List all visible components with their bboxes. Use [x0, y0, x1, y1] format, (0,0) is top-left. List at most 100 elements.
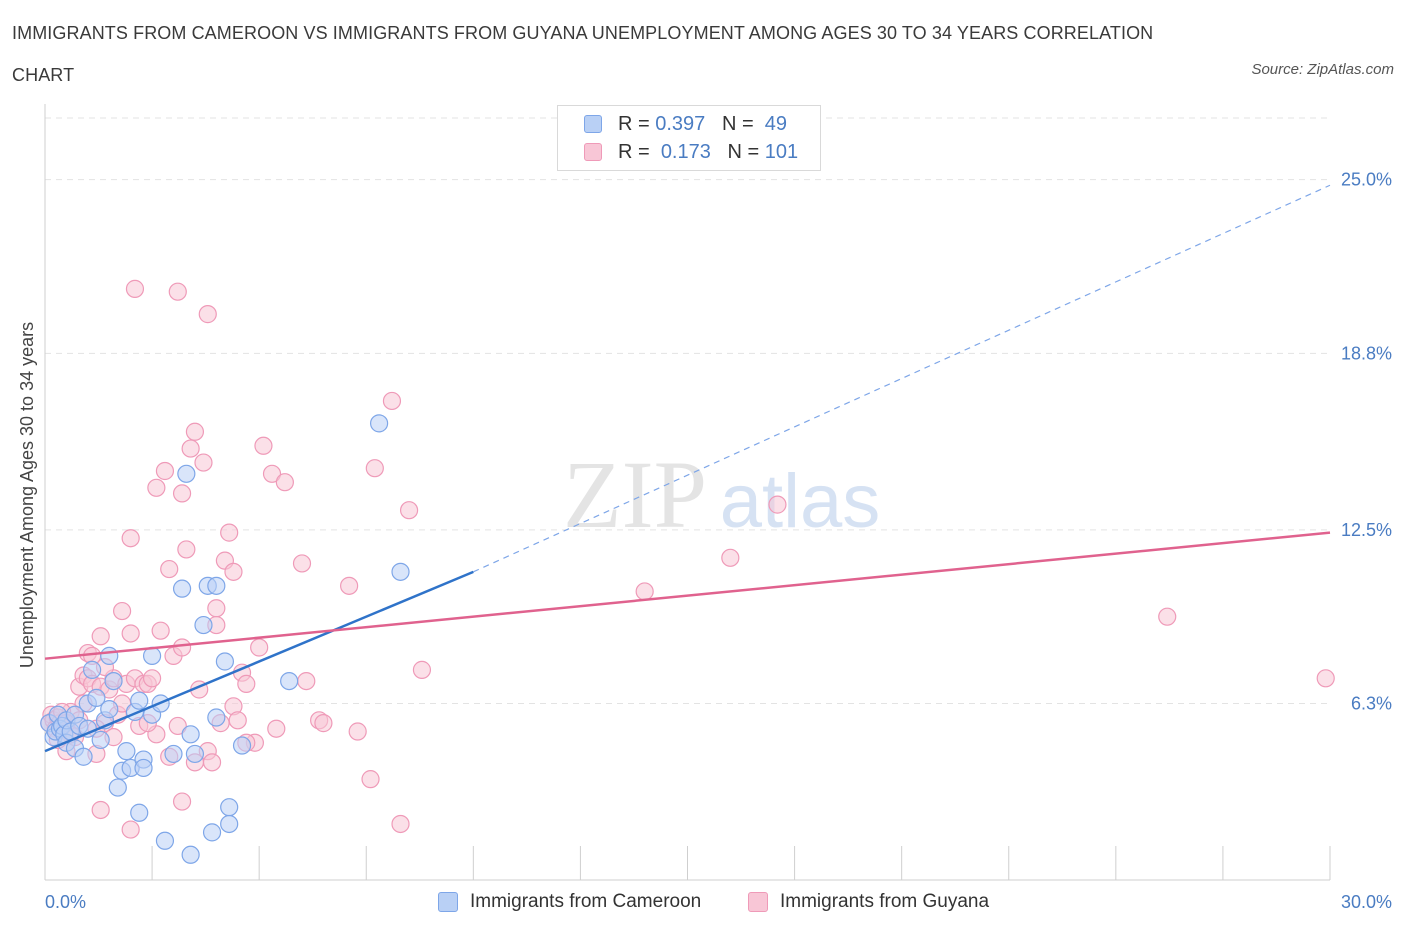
- cameroon-point: [100, 700, 119, 719]
- guyana-points: [40, 279, 1335, 839]
- guyana-point: [155, 461, 175, 481]
- y-axis-label: Unemployment Among Ages 30 to 34 years: [17, 322, 37, 668]
- guyana-point: [391, 814, 410, 834]
- correlation-legend: R = 0.397 N = 49 R = 0.173 N = 101: [557, 105, 821, 171]
- y-tick-label: 6.3%: [1351, 694, 1392, 714]
- cameroon-point: [194, 615, 213, 635]
- cameroon-point: [207, 576, 226, 595]
- guyana-point: [267, 719, 286, 738]
- guyana-point: [151, 621, 170, 640]
- guyana-point: [121, 529, 140, 548]
- legend-r-label: R =: [618, 141, 650, 163]
- cameroon-point: [391, 562, 410, 581]
- chart-title-line-1: IMMIGRANTS FROM CAMEROON VS IMMIGRANTS F…: [12, 23, 1154, 43]
- guyana-trend-line: [44, 531, 1331, 660]
- legend-n-label: N =: [721, 113, 754, 135]
- cameroon-point: [215, 652, 234, 671]
- guyana-point: [172, 484, 192, 503]
- bottom-legend-swatch-guyana: [748, 892, 768, 912]
- cameroon-points: [40, 414, 410, 864]
- cameroon-point: [280, 671, 299, 691]
- guyana-point: [91, 800, 110, 820]
- guyana-point: [172, 792, 192, 811]
- guyana-point: [1158, 607, 1177, 626]
- guyana-point: [275, 473, 294, 492]
- cameroon-point: [181, 845, 200, 864]
- guyana-point: [125, 279, 145, 298]
- trend-lines: [44, 184, 1331, 753]
- guyana-point: [340, 576, 359, 595]
- guyana-point: [112, 601, 132, 621]
- guyana-point: [121, 624, 140, 643]
- x-tick-label-min: 0.0%: [45, 892, 86, 912]
- guyana-point: [721, 548, 740, 567]
- guyana-point: [262, 464, 282, 483]
- tick-labels: 6.3% 12.5% 18.8% 25.0% 0.0% 30.0%: [45, 170, 1392, 912]
- x-tick-label-max: 30.0%: [1341, 892, 1392, 912]
- cameroon-point: [185, 744, 205, 764]
- legend-r-label: R =: [618, 113, 650, 135]
- cameroon-point: [108, 778, 127, 797]
- guyana-point: [228, 711, 247, 730]
- cameroon-point: [83, 660, 102, 679]
- bottom-legend-label-guyana: Immigrants from Guyana: [780, 891, 990, 912]
- chart-title-line-2: CHART: [12, 65, 75, 85]
- watermark-atlas: atlas: [720, 459, 881, 544]
- guyana-point: [207, 599, 226, 618]
- guyana-point: [160, 559, 179, 579]
- guyana-point: [297, 671, 316, 691]
- cameroon-point: [74, 747, 93, 766]
- cameroon-trend-line: [44, 570, 474, 753]
- cameroon-point: [232, 736, 252, 755]
- bottom-legend-swatch-cameroon: [438, 892, 458, 912]
- guyana-point: [198, 305, 217, 324]
- guyana-point: [361, 770, 380, 789]
- guyana-point: [181, 439, 200, 458]
- cameroon-point: [172, 579, 192, 598]
- legend-r-guyana: 0.173: [660, 141, 711, 163]
- cameroon-point: [155, 831, 175, 850]
- cameroon-point: [202, 823, 222, 842]
- guyana-point: [412, 660, 432, 679]
- guyana-point: [314, 714, 333, 733]
- guyana-point: [224, 562, 243, 581]
- bottom-legend-label-cameroon: Immigrants from Cameroon: [470, 891, 702, 912]
- guyana-point: [254, 436, 273, 455]
- legend-n-label: N =: [727, 141, 760, 163]
- guyana-point: [250, 638, 269, 657]
- guyana-point: [147, 478, 166, 497]
- guyana-point: [177, 540, 196, 559]
- guyana-point: [635, 582, 654, 601]
- guyana-point: [365, 459, 384, 478]
- guyana-point: [768, 495, 787, 514]
- cameroon-point: [207, 708, 226, 727]
- guyana-point: [168, 282, 187, 301]
- guyana-point: [91, 627, 110, 646]
- y-tick-label: 25.0%: [1341, 170, 1392, 190]
- watermark: ZIP atlas: [563, 441, 880, 548]
- guyana-point: [237, 674, 256, 693]
- grid-lines: [45, 117, 1330, 705]
- source-note: Source: ZipAtlas.com: [1251, 61, 1394, 78]
- cameroon-point: [181, 725, 200, 744]
- guyana-point: [292, 554, 312, 573]
- y-tick-label: 18.8%: [1341, 343, 1392, 363]
- cameroon-point: [220, 798, 239, 817]
- cameroon-point: [130, 803, 149, 822]
- cameroon-point: [177, 464, 196, 483]
- guyana-point: [121, 820, 140, 839]
- cameroon-point: [130, 691, 149, 710]
- y-tick-label: 12.5%: [1341, 520, 1392, 540]
- watermark-zip: ZIP: [563, 441, 707, 548]
- guyana-point: [172, 638, 192, 657]
- guyana-point: [194, 453, 213, 472]
- cameroon-point: [164, 744, 183, 764]
- legend-swatch-guyana: [584, 143, 602, 161]
- legend-r-cameroon: 0.397: [655, 113, 706, 135]
- cameroon-point: [220, 814, 239, 834]
- guyana-point: [348, 722, 367, 741]
- cameroon-point: [91, 730, 110, 750]
- legend-n-cameroon: 49: [764, 113, 788, 135]
- cameroon-point: [104, 671, 123, 691]
